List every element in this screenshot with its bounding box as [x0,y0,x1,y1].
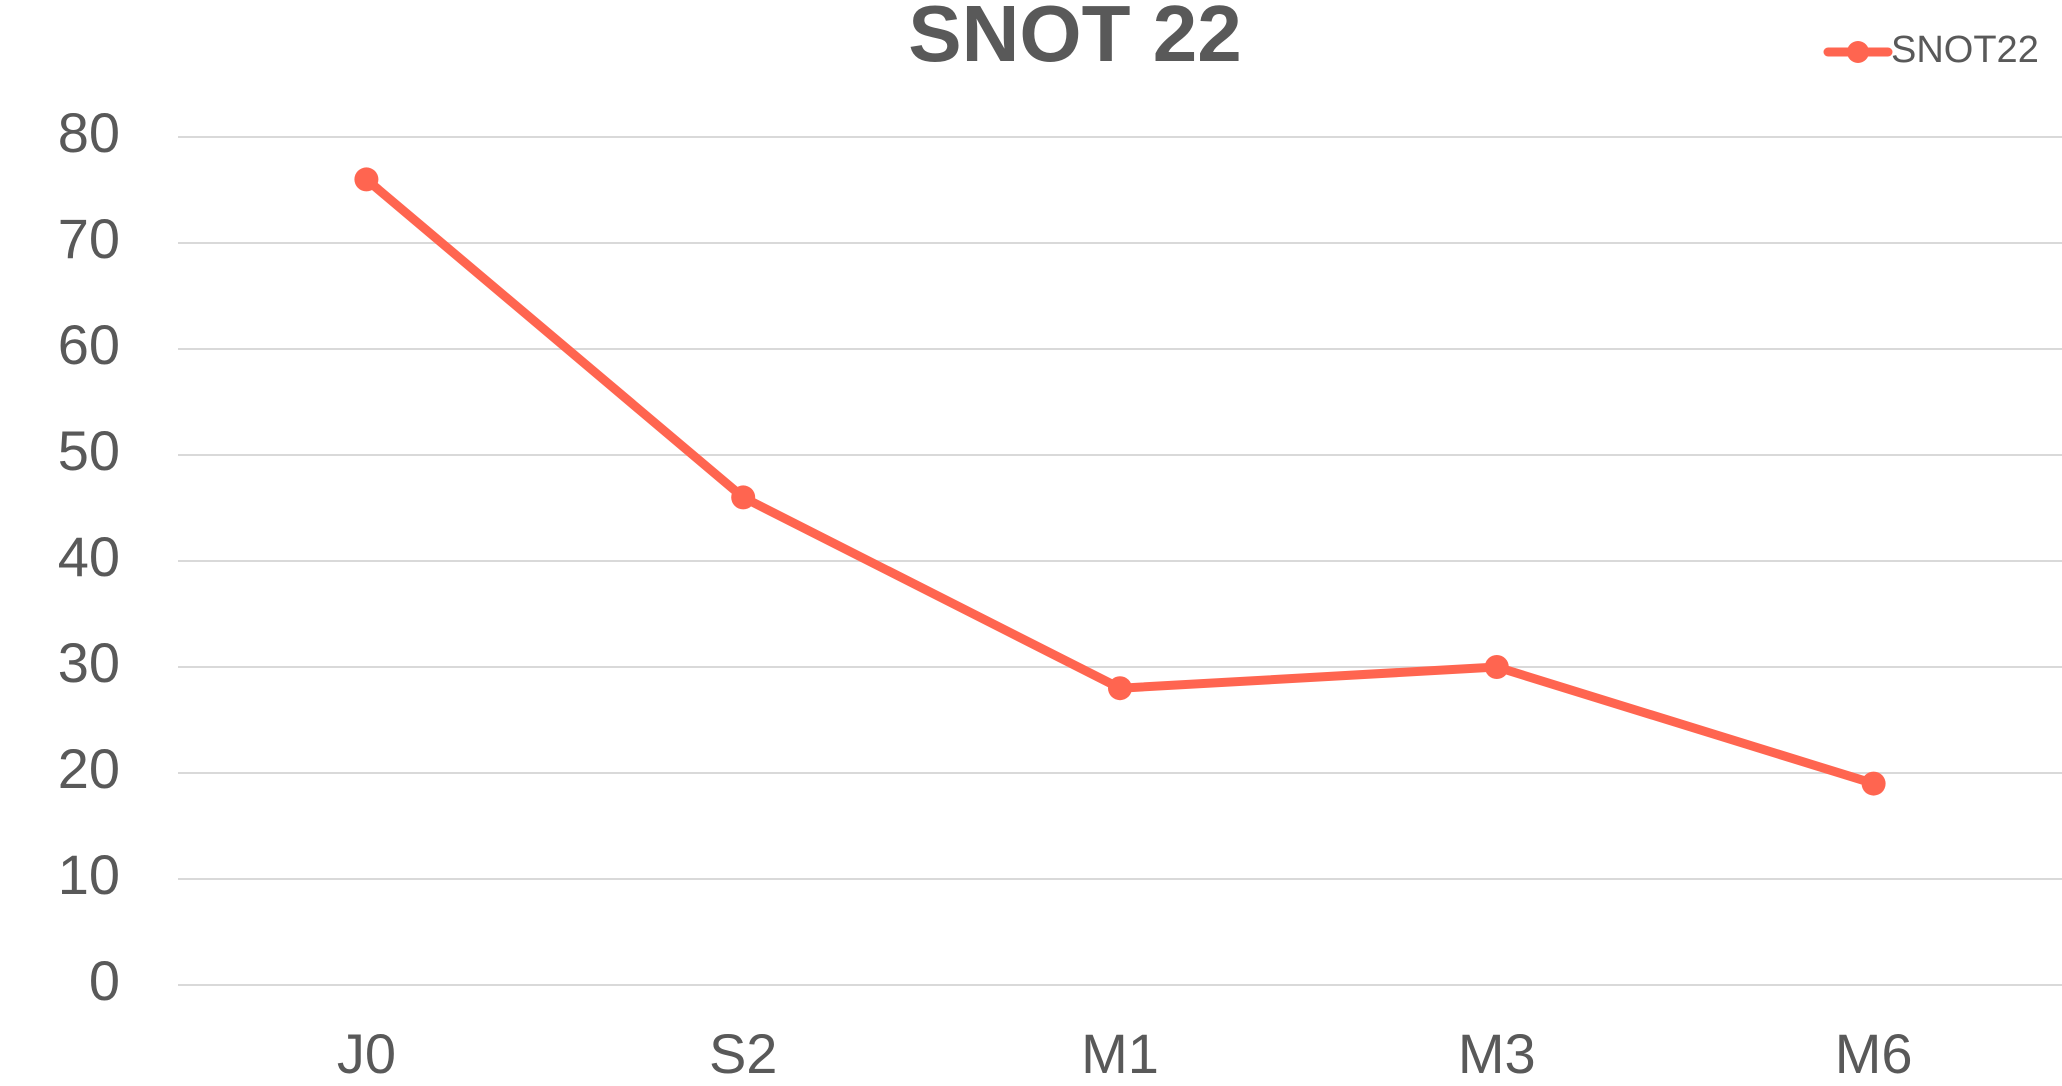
y-tick-label: 30 [58,631,120,694]
data-point [731,485,756,510]
y-tick-label: 40 [58,525,120,588]
data-point [1108,676,1132,701]
y-tick-label: 20 [58,737,120,800]
data-point [1484,655,1509,679]
chart-title: SNOT 22 [908,0,1241,78]
data-point [354,167,379,192]
y-tick-label: 60 [58,313,120,376]
y-tick-label: 10 [58,843,120,906]
y-tick-label: 0 [89,949,120,1012]
x-tick-label: S2 [709,1022,778,1085]
x-tick-label: M1 [1081,1022,1159,1085]
x-tick-label: J0 [337,1022,396,1085]
y-tick-label: 80 [58,101,120,164]
legend-label: SNOT22 [1891,29,2039,71]
legend-marker [1847,41,1869,63]
x-tick-label: M3 [1458,1022,1536,1085]
y-tick-label: 70 [58,207,120,270]
data-point [1861,771,1886,796]
x-tick-label: M6 [1835,1022,1913,1085]
y-tick-label: 50 [58,419,120,482]
